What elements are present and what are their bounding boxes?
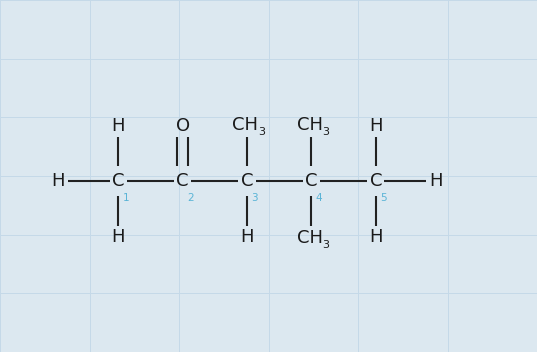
Text: C: C: [112, 172, 125, 190]
Text: H: H: [429, 172, 443, 190]
Text: H: H: [240, 227, 254, 246]
Text: H: H: [111, 117, 125, 135]
Text: 2: 2: [187, 193, 193, 203]
Text: 3: 3: [258, 127, 265, 137]
Text: C: C: [176, 172, 189, 190]
Text: CH: CH: [297, 228, 323, 247]
Text: 5: 5: [380, 193, 387, 203]
Text: 4: 4: [316, 193, 322, 203]
Text: CH: CH: [233, 116, 258, 134]
Text: H: H: [51, 172, 65, 190]
Text: CH: CH: [297, 116, 323, 134]
Text: C: C: [305, 172, 318, 190]
Text: H: H: [369, 227, 383, 246]
Text: 3: 3: [322, 127, 330, 137]
Text: H: H: [369, 117, 383, 135]
Text: O: O: [176, 117, 190, 135]
Text: 3: 3: [251, 193, 258, 203]
Text: C: C: [369, 172, 382, 190]
Text: 3: 3: [322, 240, 330, 250]
Text: 1: 1: [122, 193, 129, 203]
Text: H: H: [111, 227, 125, 246]
Text: C: C: [241, 172, 253, 190]
